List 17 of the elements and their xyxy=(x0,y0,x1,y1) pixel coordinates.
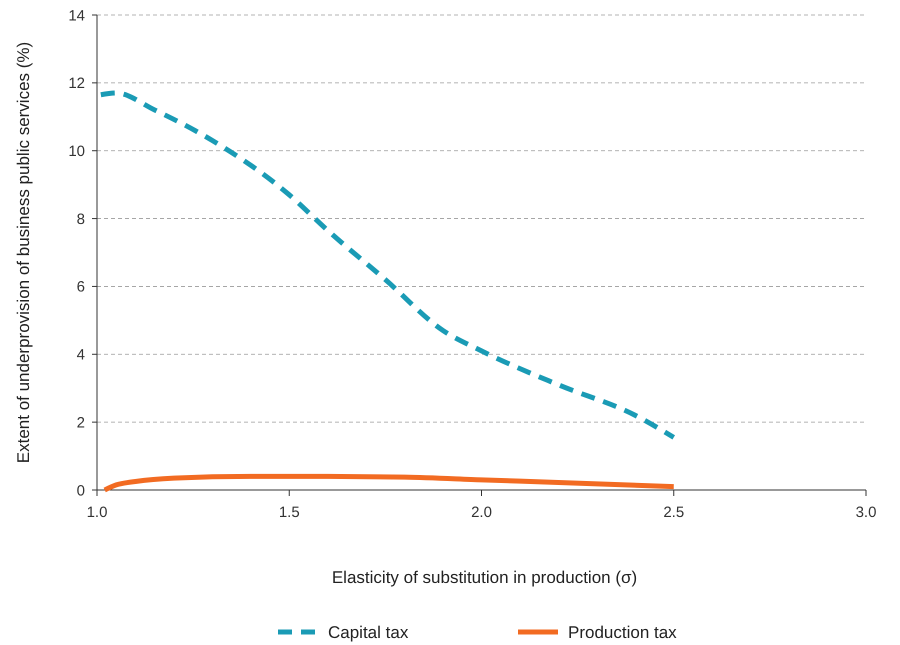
x-tick-label: 1.5 xyxy=(278,504,300,521)
y-tick-label: 10 xyxy=(68,142,85,160)
y-tick-label: 4 xyxy=(76,346,85,364)
x-axis-title: Elasticity of substitution in production (σ) xyxy=(332,568,638,587)
y-axis-title: Extent of underprovision of business public services (%) xyxy=(14,42,33,464)
y-tick-label: 14 xyxy=(68,7,85,24)
x-tick-label: 1.0 xyxy=(86,504,108,521)
x-tick-label: 2.5 xyxy=(663,504,684,521)
x-tick-label: 3.0 xyxy=(856,504,876,521)
legend-label: Production tax xyxy=(568,622,678,642)
y-tick-label: 2 xyxy=(76,414,85,432)
x-tick-label: 2.0 xyxy=(471,504,492,521)
legend-label: Capital tax xyxy=(328,622,409,642)
y-tick-label: 6 xyxy=(76,278,85,296)
y-tick-label: 12 xyxy=(68,75,85,92)
y-tick-label: 0 xyxy=(76,482,85,500)
y-tick-label: 8 xyxy=(76,210,85,228)
